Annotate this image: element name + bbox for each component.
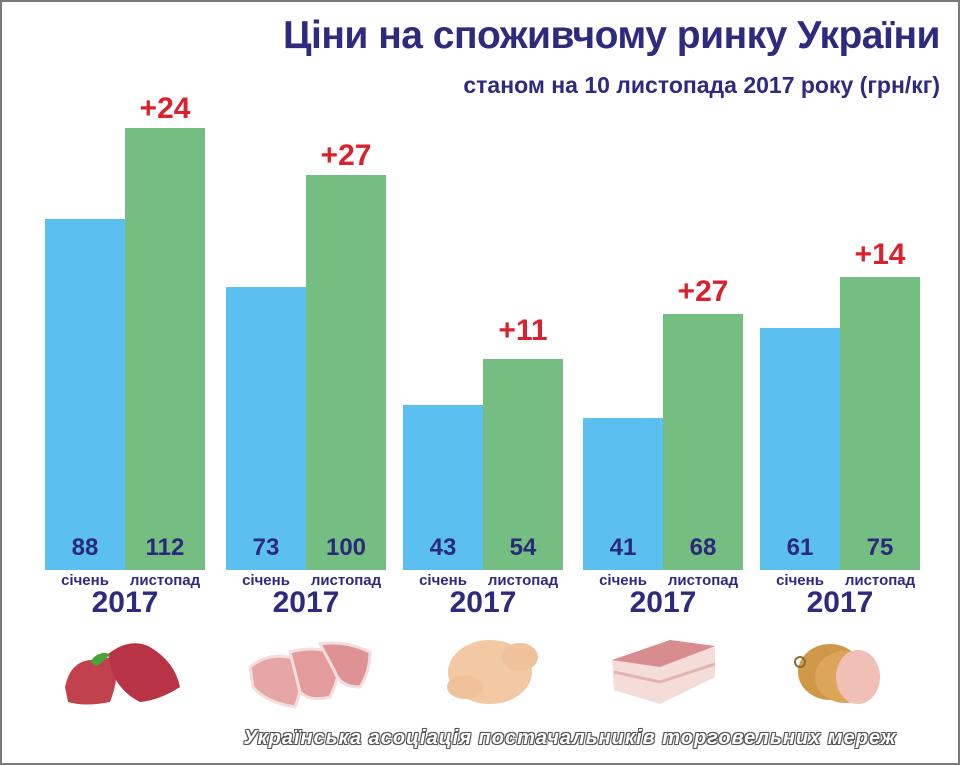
salo-icon	[600, 632, 740, 710]
bar-nov-salo: 68	[663, 314, 743, 570]
month-label: січень	[599, 572, 647, 589]
month-label: листопад	[129, 572, 201, 589]
bar-jan-pork: 73	[226, 287, 306, 570]
bar-nov-beef: 112	[125, 128, 205, 570]
value-label: 54	[509, 534, 537, 561]
value-label: 88	[71, 534, 99, 561]
month-label: листопад	[310, 572, 382, 589]
sausage-icon	[790, 632, 930, 710]
bar-nov-pork: 100	[306, 175, 386, 570]
chart-title: Ціни на споживчому ринку України	[283, 14, 940, 57]
delta-label: +14	[854, 238, 906, 271]
value-label: 43	[429, 534, 457, 561]
bar-jan-beef: 88	[45, 219, 125, 570]
bar-jan-sausage: 61	[760, 328, 840, 570]
value-label: 112	[145, 534, 185, 561]
beef-icon	[60, 632, 200, 710]
year-label: 2017	[806, 586, 874, 619]
value-label: 68	[689, 534, 717, 561]
pork-icon	[245, 632, 385, 710]
year-label: 2017	[91, 586, 159, 619]
value-label: 100	[325, 534, 367, 561]
delta-label: +27	[320, 139, 372, 172]
month-label: листопад	[487, 572, 559, 589]
delta-label: +11	[498, 314, 548, 347]
value-label: 41	[609, 534, 637, 561]
month-label: січень	[419, 572, 467, 589]
year-label: 2017	[449, 586, 517, 619]
bar-nov-chicken: 54	[483, 359, 563, 570]
chicken-icon	[425, 632, 565, 710]
delta-label: +24	[139, 92, 191, 125]
year-label: 2017	[629, 586, 697, 619]
month-label: листопад	[667, 572, 739, 589]
footer-association: Українська асоціація постачальників торг…	[243, 727, 897, 749]
bar-jan-salo: 41	[583, 418, 663, 570]
month-label: січень	[242, 572, 290, 589]
bar-jan-chicken: 43	[403, 405, 483, 570]
value-label: 75	[866, 534, 894, 561]
year-label: 2017	[272, 586, 340, 619]
bar-nov-sausage: 75	[840, 277, 920, 570]
month-label: січень	[61, 572, 109, 589]
month-label: листопад	[844, 572, 916, 589]
delta-label: +27	[677, 275, 729, 308]
chart-subtitle: станом на 10 листопада 2017 року (грн/кг…	[463, 72, 940, 98]
value-label: 61	[786, 534, 814, 561]
month-label: січень	[776, 572, 824, 589]
value-label: 73	[252, 534, 280, 561]
